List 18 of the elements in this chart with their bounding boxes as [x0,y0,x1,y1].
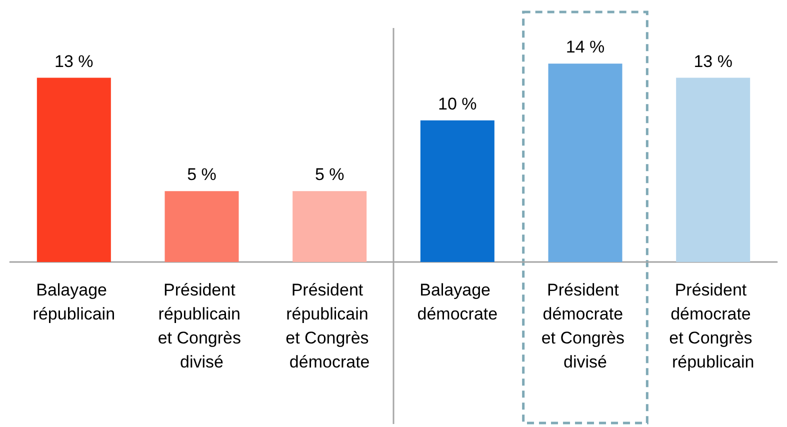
data-label: 5 % [187,165,216,184]
data-label: 5 % [314,165,344,184]
bar [36,78,111,262]
x-tick-label: Balayage démocrate [417,280,498,324]
data-label: 14 % [566,38,605,57]
bar [676,78,750,262]
bar [164,191,239,262]
x-tick-label: Président démocrate et Congrès républicain [669,280,758,372]
x-tick-label: Président démocrate et Congrès divisé [541,280,630,372]
data-label: 13 % [694,52,732,71]
data-label: 10 % [438,94,477,114]
x-tick-label: Président républicain et Congrès démocrate [286,280,374,372]
data-label: 13 % [54,52,94,71]
bar [548,64,622,262]
bar [292,191,367,262]
bar [420,120,494,262]
x-tick-label: Président républicain et Congrès divisé [158,280,246,372]
x-tick-label: Balayage républicain [32,280,116,324]
